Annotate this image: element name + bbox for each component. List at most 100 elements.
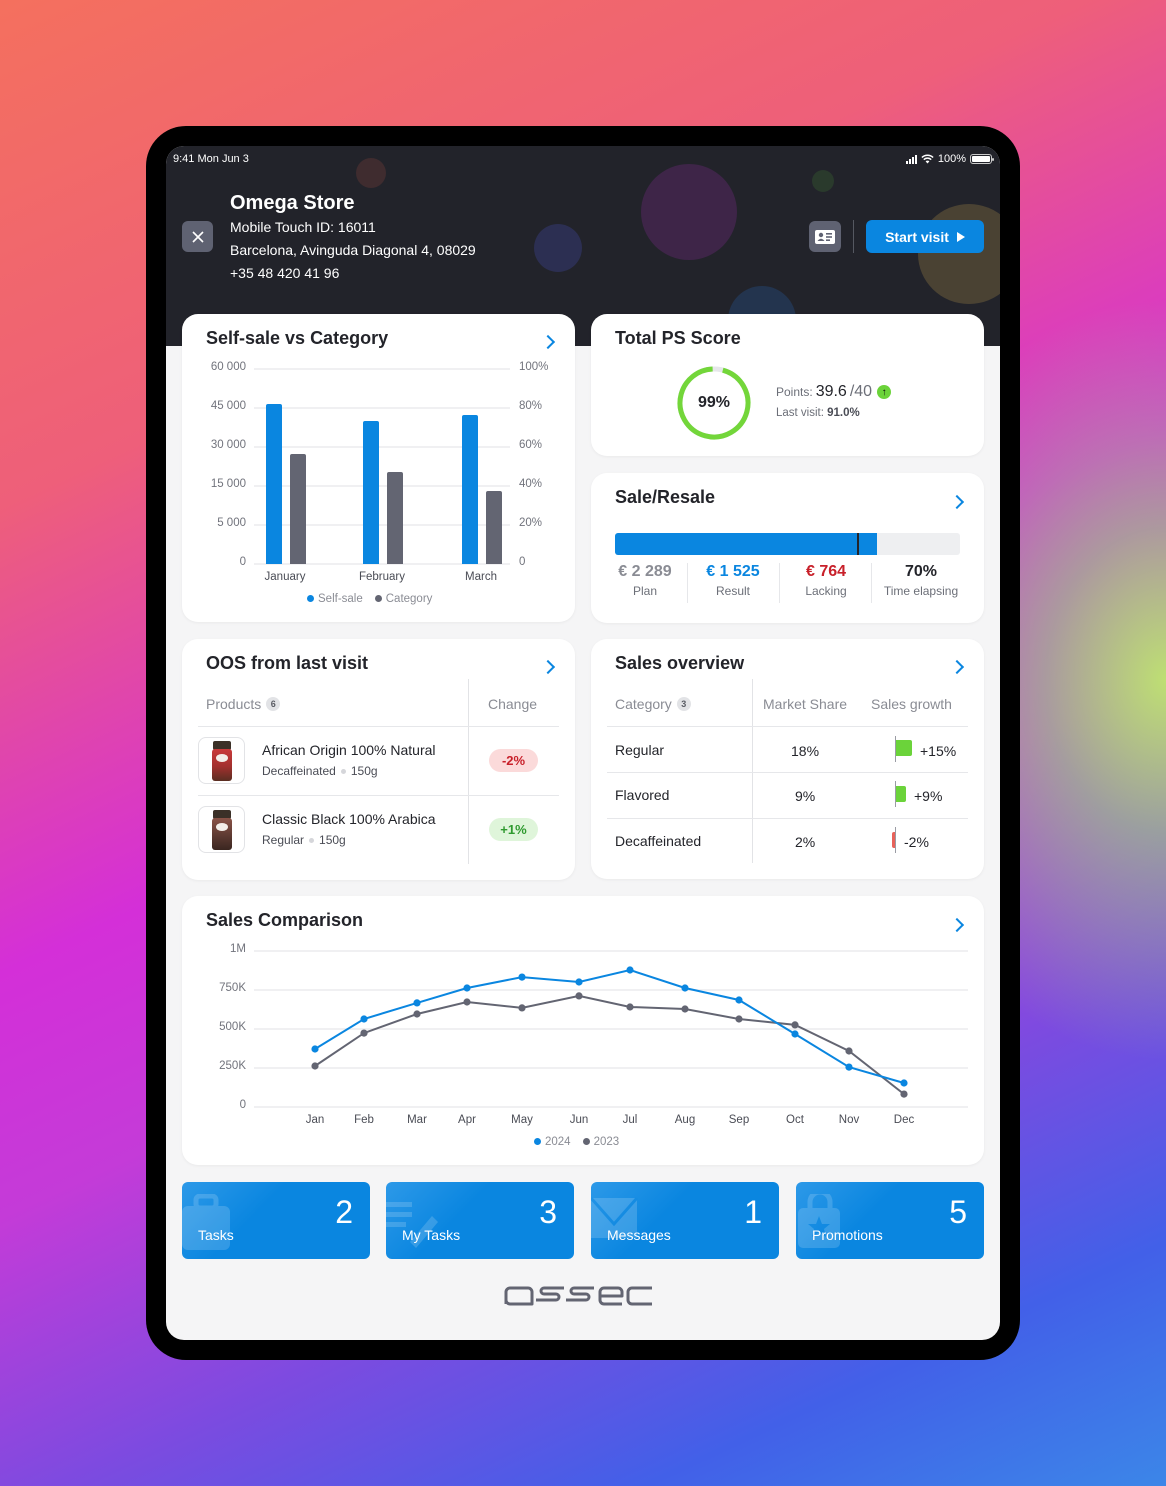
tile-label: Messages bbox=[607, 1227, 671, 1243]
x-axis-tick: Nov bbox=[838, 1114, 860, 1126]
gridline bbox=[254, 1028, 968, 1030]
card-title: Sales overview bbox=[615, 653, 745, 673]
tile-my-tasks[interactable]: 3 My Tasks bbox=[386, 1182, 574, 1259]
column-header-products[interactable]: Products 6 bbox=[206, 696, 281, 712]
stat-value: € 764 bbox=[805, 563, 847, 580]
line-series-svg bbox=[311, 966, 908, 1098]
product-thumbnail bbox=[198, 806, 245, 853]
sales-overview-card: Sales overview Category 3 Market Share S… bbox=[591, 639, 984, 879]
chevron-right-icon[interactable] bbox=[540, 334, 556, 350]
stat-divider bbox=[871, 563, 872, 603]
y-axis-tick: 500K bbox=[219, 1021, 246, 1033]
stat-lacking: € 764 Lacking bbox=[785, 563, 867, 598]
bar-self-sale[interactable] bbox=[266, 404, 282, 564]
growth-value: +15% bbox=[920, 743, 957, 759]
stat-label: Time elapsing bbox=[883, 584, 959, 598]
bar-category[interactable] bbox=[486, 490, 502, 564]
y-axis-right-tick: 0 bbox=[519, 556, 526, 568]
row-divider bbox=[607, 818, 968, 819]
bar-self-sale[interactable] bbox=[363, 421, 379, 564]
change-badge: +1% bbox=[489, 818, 538, 841]
points-row: Points: 39.6/40 ↑ bbox=[776, 383, 892, 401]
asseco-logo-icon bbox=[504, 1286, 652, 1306]
tile-tasks[interactable]: 2 Tasks bbox=[182, 1182, 370, 1259]
tile-count: 2 bbox=[335, 1194, 353, 1230]
product-details: Decaffeinated 150g bbox=[262, 764, 378, 778]
change-badge: -2% bbox=[489, 749, 538, 772]
y-axis-left-tick: 5 000 bbox=[217, 517, 246, 529]
decor-bubble bbox=[812, 170, 834, 192]
tile-count: 5 bbox=[949, 1194, 967, 1230]
column-header-change[interactable]: Change bbox=[488, 696, 538, 712]
stat-result: € 1 525 Result bbox=[693, 563, 773, 598]
stat-value: 70% bbox=[904, 563, 938, 580]
x-axis-tick: Sep bbox=[728, 1114, 750, 1126]
growth-value: -2% bbox=[904, 834, 929, 850]
status-date: Mon Jun 3 bbox=[197, 153, 249, 165]
mobile-touch-id: Mobile Touch ID: 16011 bbox=[230, 219, 376, 235]
x-axis-tick: Aug bbox=[674, 1114, 696, 1126]
x-axis-tick: May bbox=[511, 1114, 533, 1126]
x-axis-tick: Apr bbox=[458, 1114, 476, 1126]
growth-axis bbox=[895, 736, 896, 762]
card-title: Sales Comparison bbox=[206, 910, 364, 930]
market-share: 18% bbox=[791, 743, 820, 759]
bar-category[interactable] bbox=[290, 453, 306, 564]
category-name: Decaffeinated bbox=[615, 833, 702, 849]
sales-comparison-card: Sales Comparison 1M 750K 500K 250K 0 Jan Feb Ma… bbox=[182, 896, 984, 1165]
start-visit-label: Start visit bbox=[885, 228, 949, 245]
gridline bbox=[254, 563, 510, 565]
tile-promotions[interactable]: 5 Promotions bbox=[796, 1182, 984, 1259]
play-icon bbox=[956, 231, 965, 242]
score-ring: 99% bbox=[676, 365, 752, 441]
store-name: Omega Store bbox=[230, 192, 355, 214]
y-axis-tick: 1M bbox=[230, 943, 246, 955]
sale-resale-card: Sale/Resale € 2 289 Plan € 1 525 Result … bbox=[591, 473, 984, 623]
gridline bbox=[254, 446, 510, 448]
contact-card-button[interactable] bbox=[809, 221, 841, 252]
wifi-icon bbox=[921, 154, 934, 164]
y-axis-right-tick: 40% bbox=[519, 478, 543, 490]
x-axis-tick: Dec bbox=[893, 1114, 915, 1126]
column-header-category[interactable]: Category 3 bbox=[615, 696, 691, 712]
y-axis-left-tick: 60 000 bbox=[210, 361, 246, 373]
y-axis-tick: 0 bbox=[239, 1099, 246, 1111]
score-percent: 99% bbox=[697, 394, 731, 411]
gridline bbox=[254, 524, 510, 526]
start-visit-button[interactable]: Start visit bbox=[866, 220, 984, 253]
card-title: Self-sale vs Category bbox=[206, 328, 389, 348]
gridline bbox=[254, 407, 510, 409]
column-header-market-share[interactable]: Market Share bbox=[763, 696, 848, 712]
sale-progress-bar bbox=[615, 533, 960, 555]
product-name: African Origin 100% Natural bbox=[262, 742, 436, 758]
category-count-badge: 3 bbox=[676, 697, 691, 711]
card-title: OOS from last visit bbox=[206, 653, 369, 673]
close-button[interactable] bbox=[182, 221, 213, 252]
bar-self-sale[interactable] bbox=[462, 414, 478, 564]
stat-time-elapsing: 70% Time elapsing bbox=[875, 563, 967, 598]
stat-label: Lacking bbox=[805, 584, 847, 598]
separator-dot bbox=[340, 768, 346, 774]
coffee-jar-icon bbox=[211, 809, 232, 850]
points-total: /40 bbox=[849, 383, 873, 400]
tile-count: 3 bbox=[539, 1194, 557, 1230]
y-axis-left-tick: 45 000 bbox=[210, 400, 246, 412]
status-bar: 9:41 Mon Jun 3 100% bbox=[173, 152, 994, 166]
gridline bbox=[254, 1106, 968, 1108]
self-sale-card: Self-sale vs Category 60 000 100% 45 000 80… bbox=[182, 314, 575, 622]
store-address: Barcelona, Avinguda Diagonal 4, 08029 bbox=[230, 242, 476, 258]
tile-messages[interactable]: 1 Messages bbox=[591, 1182, 779, 1259]
gridline bbox=[254, 1067, 968, 1069]
chevron-right-icon[interactable] bbox=[949, 659, 965, 675]
bar-category[interactable] bbox=[387, 472, 403, 564]
contact-card-icon bbox=[815, 229, 835, 244]
asseco-logo bbox=[504, 1284, 662, 1313]
growth-bar bbox=[896, 786, 906, 802]
chevron-right-icon[interactable] bbox=[540, 659, 556, 675]
category-name: Flavored bbox=[615, 787, 670, 803]
column-divider bbox=[468, 679, 469, 864]
legend-2023: 2023 bbox=[582, 1136, 619, 1148]
briefcase-icon bbox=[182, 1194, 230, 1250]
column-header-sales-growth[interactable]: Sales growth bbox=[871, 696, 952, 712]
chevron-right-icon[interactable] bbox=[949, 494, 965, 510]
